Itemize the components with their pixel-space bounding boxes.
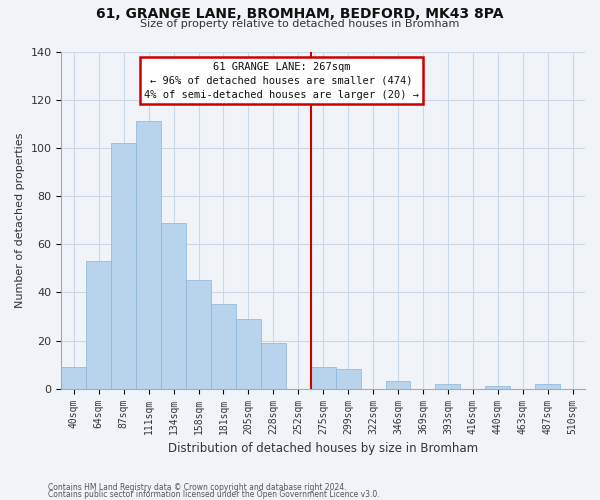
Text: 61 GRANGE LANE: 267sqm
← 96% of detached houses are smaller (474)
4% of semi-det: 61 GRANGE LANE: 267sqm ← 96% of detached… [144,62,419,100]
Bar [535,384,560,388]
Bar [311,367,335,388]
Y-axis label: Number of detached properties: Number of detached properties [15,132,25,308]
X-axis label: Distribution of detached houses by size in Bromham: Distribution of detached houses by size … [168,442,478,455]
Bar [485,386,510,388]
Bar [211,304,236,388]
Bar [61,367,86,388]
Text: Contains HM Land Registry data © Crown copyright and database right 2024.: Contains HM Land Registry data © Crown c… [48,484,347,492]
Bar [86,261,111,388]
Bar [186,280,211,388]
Bar [136,122,161,388]
Bar [335,370,361,388]
Bar [111,143,136,388]
Bar [386,382,410,388]
Text: 61, GRANGE LANE, BROMHAM, BEDFORD, MK43 8PA: 61, GRANGE LANE, BROMHAM, BEDFORD, MK43 … [96,8,504,22]
Bar [161,222,186,388]
Text: Contains public sector information licensed under the Open Government Licence v3: Contains public sector information licen… [48,490,380,499]
Bar [261,343,286,388]
Bar [436,384,460,388]
Text: Size of property relative to detached houses in Bromham: Size of property relative to detached ho… [140,19,460,29]
Bar [236,319,261,388]
